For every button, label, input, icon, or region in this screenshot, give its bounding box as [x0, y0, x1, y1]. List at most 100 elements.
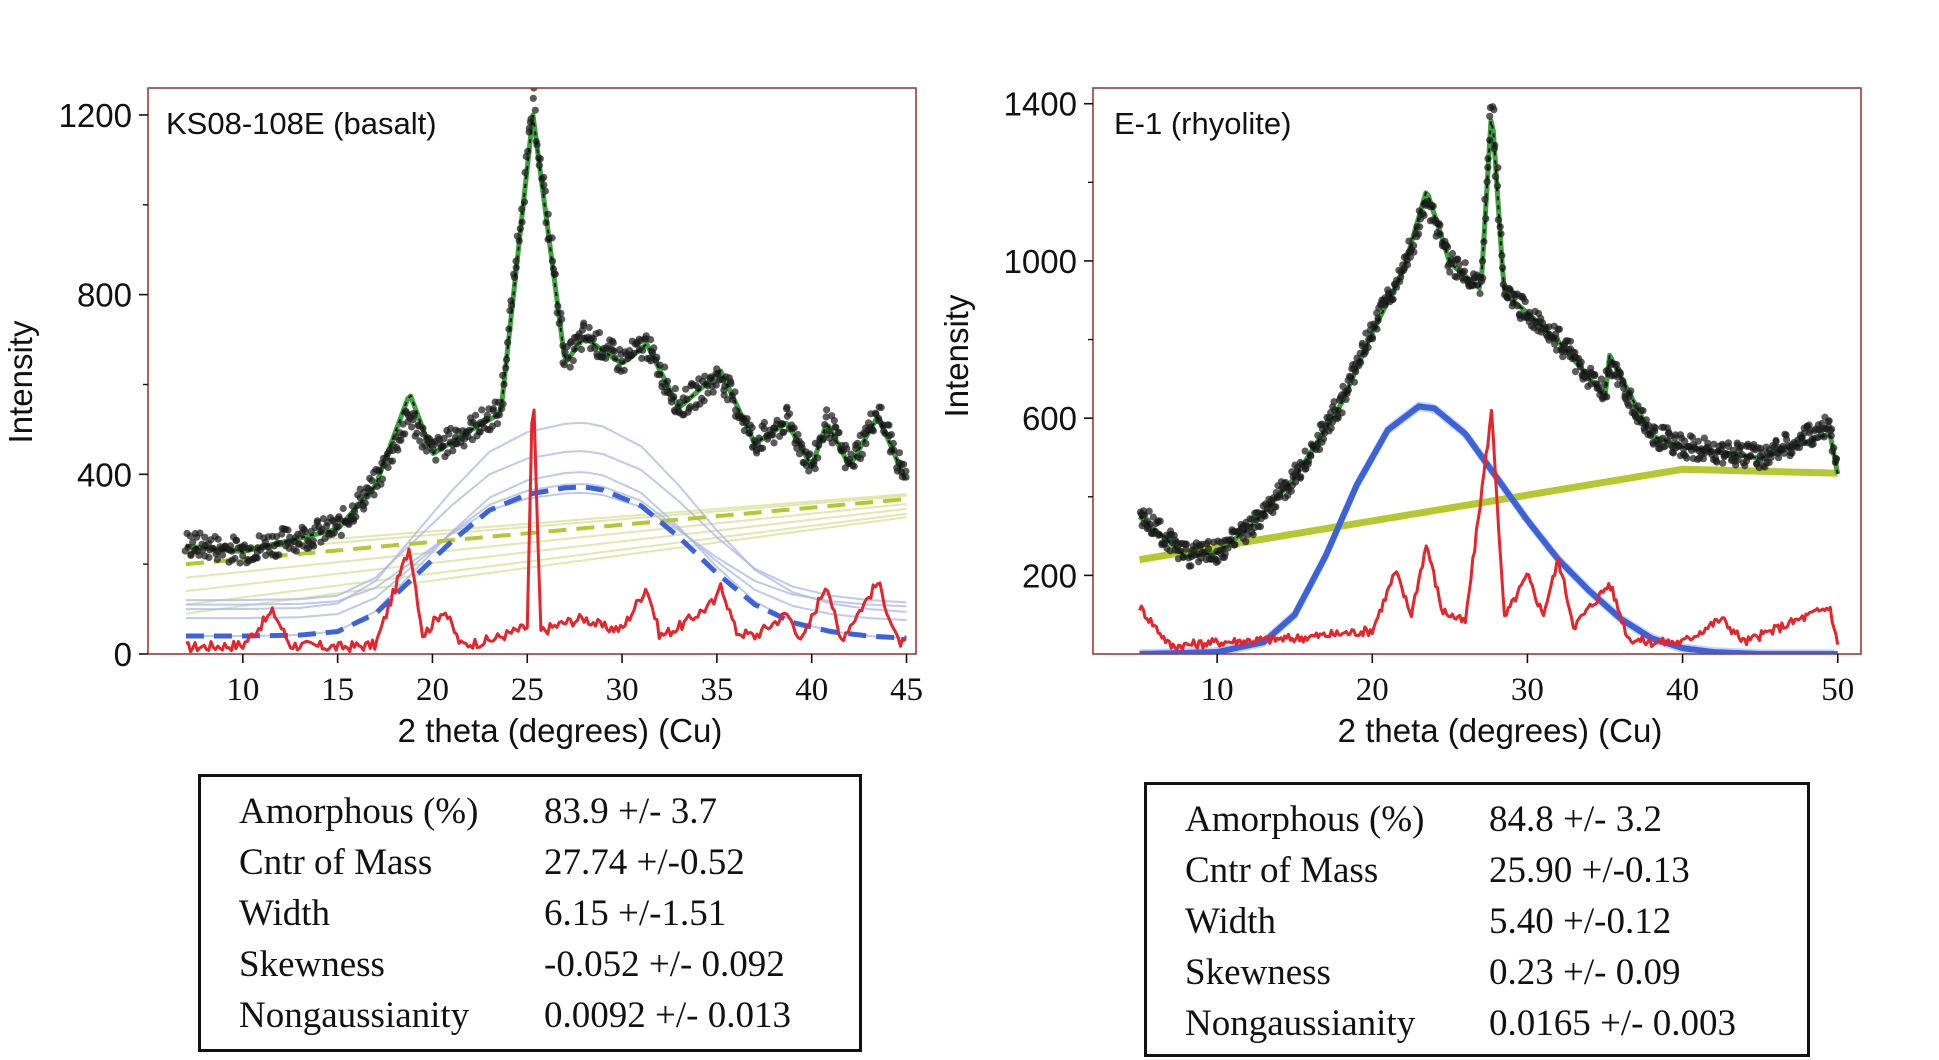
- observed-point: [1297, 473, 1305, 481]
- observed-point: [1231, 541, 1239, 549]
- observed-point: [577, 345, 586, 354]
- observed-point: [361, 499, 369, 507]
- observed-point: [1334, 414, 1342, 422]
- observed-point: [540, 181, 548, 189]
- observed-point: [1551, 340, 1559, 348]
- observed-point: [548, 234, 556, 242]
- observed-point: [286, 533, 294, 541]
- chart-panel-1: 10 15 20 25 30 35 40 45 0 400 800 1200 KS08-108E (ba…: [2, 87, 923, 749]
- observed-point: [1357, 358, 1365, 366]
- observed-point: [712, 381, 720, 389]
- observed-point: [620, 366, 628, 374]
- stats-value: 27.74 +/-0.52: [544, 842, 745, 883]
- background-line: [1138, 465, 1838, 564]
- observed-point: [449, 447, 457, 455]
- observed-point: [638, 354, 646, 362]
- observed-point: [533, 141, 541, 149]
- observed-point: [671, 385, 680, 393]
- observed-point: [1780, 449, 1788, 457]
- observed-point: [360, 505, 368, 513]
- observed-point: [334, 522, 342, 531]
- observed-point: [1774, 454, 1783, 462]
- x-tick-label: 15: [321, 672, 354, 708]
- observed-point: [1221, 550, 1229, 558]
- observed-point: [1559, 353, 1567, 361]
- observed-point: [1603, 393, 1611, 401]
- stats-value: 5.40 +/-0.12: [1489, 901, 1672, 942]
- observed-point: [661, 363, 669, 371]
- x-tick-label: 30: [606, 672, 639, 708]
- observed-point: [1461, 259, 1469, 267]
- stats-row: Amorphous (%) 84.8 +/- 3.2: [1147, 795, 1807, 845]
- stats-row: Nongaussianity 0.0165 +/- 0.003: [1147, 999, 1807, 1049]
- total-fit-line: [185, 112, 908, 555]
- observed-point: [805, 467, 813, 475]
- observed-point: [432, 456, 440, 464]
- amorphous-fit-sample: [185, 483, 907, 622]
- observed-point: [1661, 442, 1669, 450]
- observed-point: [1617, 369, 1625, 378]
- observed-point: [1700, 434, 1708, 442]
- observed-point: [683, 395, 691, 403]
- observed-point: [585, 323, 593, 332]
- observed-point: [1249, 531, 1257, 539]
- y-axis-label: Intensity: [938, 294, 975, 417]
- stats-box-basalt: Amorphous (%) 83.9 +/- 3.7 Cntr of Mass …: [198, 774, 862, 1052]
- observed-point: [887, 431, 896, 439]
- observed-point: [1499, 264, 1507, 272]
- observed-point: [504, 338, 512, 347]
- observed-point: [727, 380, 735, 388]
- observed-point: [1483, 178, 1491, 186]
- observed-point: [779, 420, 787, 428]
- x-axis-label: 2 theta (degrees) (Cu): [398, 712, 723, 749]
- observed-points: [181, 88, 910, 567]
- observed-point: [531, 106, 539, 114]
- observed-point: [292, 547, 300, 555]
- chart-panel-2: 10 20 30 40 50 200 600 1000 1400 E-1 (rhyolite) 2 …: [938, 86, 1862, 749]
- observed-point: [495, 411, 504, 419]
- observed-point: [662, 383, 670, 391]
- observed-point: [1389, 295, 1397, 303]
- observed-point: [350, 507, 359, 516]
- observed-point: [758, 444, 767, 452]
- observed-point: [378, 475, 387, 483]
- observed-point: [1699, 455, 1707, 463]
- x-tick-label: 20: [416, 672, 449, 708]
- observed-point: [368, 477, 376, 485]
- stats-value: 83.9 +/- 3.7: [544, 791, 717, 832]
- observed-point: [1200, 549, 1208, 557]
- y-tick-label: 1200: [59, 97, 132, 134]
- observed-point: [806, 450, 814, 458]
- observed-point: [595, 329, 604, 337]
- observed-point: [1455, 260, 1463, 268]
- observed-point: [445, 430, 453, 438]
- stats-value: 0.0092 +/- 0.013: [544, 995, 791, 1036]
- observed-point: [1642, 416, 1650, 424]
- observed-point: [561, 348, 569, 356]
- observed-point: [1316, 445, 1324, 453]
- observed-point: [525, 124, 534, 132]
- stats-row: Amorphous (%) 83.9 +/- 3.7: [201, 787, 859, 837]
- x-tick-label: 40: [795, 672, 828, 708]
- observed-point: [1683, 454, 1691, 462]
- observed-points: [1136, 103, 1841, 570]
- observed-point: [337, 531, 345, 540]
- panel-title: E-1 (rhyolite): [1114, 106, 1291, 141]
- stats-value: -0.052 +/- 0.092: [544, 944, 785, 985]
- observed-trace: [185, 114, 907, 553]
- amorphous-fit-sample: [185, 450, 907, 604]
- observed-point: [1179, 553, 1187, 561]
- observed-point: [1242, 538, 1250, 546]
- observed-point: [785, 410, 794, 418]
- stats-label: Nongaussianity: [1185, 1003, 1416, 1044]
- axes-frame: [147, 87, 917, 655]
- background-fit-sample: [185, 502, 907, 579]
- stats-label: Amorphous (%): [1185, 799, 1425, 840]
- plot-area: [1136, 103, 1841, 654]
- y-tick-label: 1000: [1004, 243, 1077, 280]
- x-tick-label: 10: [226, 672, 259, 708]
- observed-point: [796, 450, 804, 458]
- observed-point: [1410, 242, 1418, 250]
- observed-point: [1446, 268, 1454, 276]
- x-tick-label: 35: [700, 672, 733, 708]
